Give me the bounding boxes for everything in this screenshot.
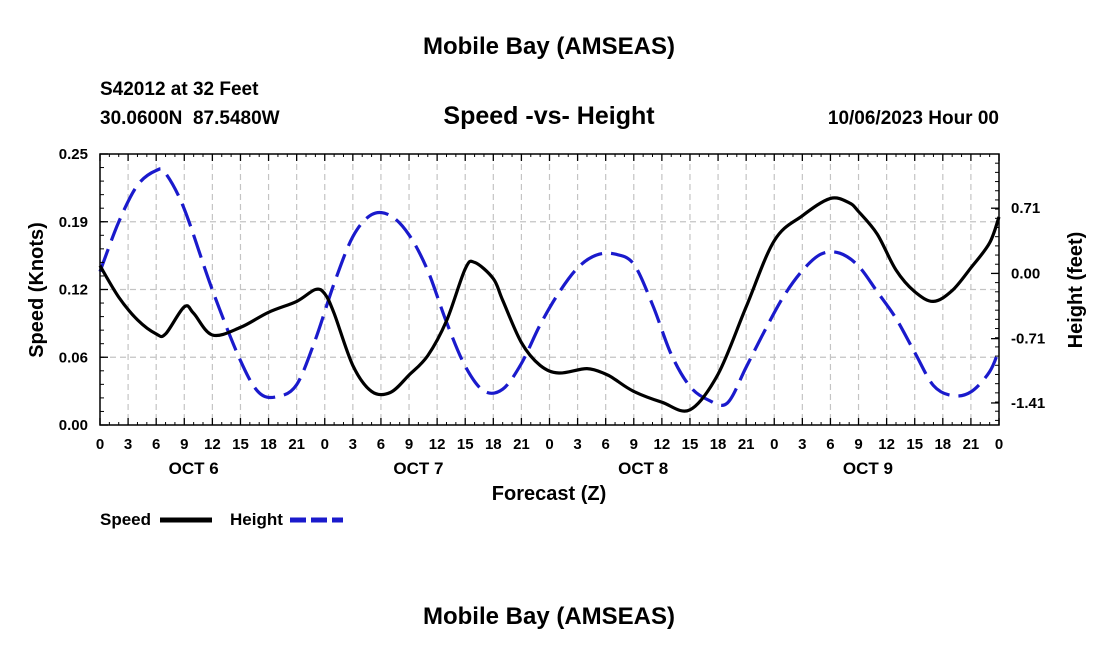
legend-speed-label: Speed xyxy=(100,510,151,529)
station-label: S42012 at 32 Feet xyxy=(100,79,259,100)
day-label: OCT 6 xyxy=(169,459,219,478)
x-tick-label: 3 xyxy=(124,436,132,453)
x-tick-label: 0 xyxy=(770,436,778,453)
x-tick-label: 12 xyxy=(654,436,671,453)
speed-series-line xyxy=(98,196,1001,413)
x-tick-label: 3 xyxy=(573,436,581,453)
x-tick-label: 18 xyxy=(260,436,277,453)
chart-title: Mobile Bay (AMSEAS) xyxy=(423,33,675,60)
y-left-tick-label: 0.19 xyxy=(59,214,88,231)
x-tick-label: 0 xyxy=(321,436,329,453)
y-left-tick-label: 0.00 xyxy=(59,417,88,434)
x-tick-label: 15 xyxy=(906,436,923,453)
y-axis-right-label: Height (feet) xyxy=(1065,232,1087,349)
day-label: OCT 9 xyxy=(843,459,893,478)
x-tick-label: 9 xyxy=(630,436,638,453)
tick-layer: 0 3 6 9 12 15 18 21 0 3 6 9 12 15 18 21 0 3 6 9 12 15 18 21 0 3 6 9… xyxy=(59,146,1045,478)
x-tick-label: 6 xyxy=(377,436,385,453)
x-tick-label: 0 xyxy=(995,436,1003,453)
x-tick-label: 21 xyxy=(963,436,980,453)
height-series-line xyxy=(98,167,1001,407)
y-axis-left-label: Speed (Knots) xyxy=(26,222,48,358)
y-left-tick-label: 0.25 xyxy=(59,146,88,163)
x-tick-label: 9 xyxy=(405,436,413,453)
y-left-tick-label: 0.06 xyxy=(59,349,88,366)
x-tick-label: 12 xyxy=(878,436,895,453)
x-tick-label: 18 xyxy=(934,436,951,453)
x-tick-label: 3 xyxy=(349,436,357,453)
x-axis-label: Forecast (Z) xyxy=(492,483,606,505)
x-tick-label: 0 xyxy=(545,436,553,453)
x-tick-label: 21 xyxy=(288,436,305,453)
run-time-label: 10/06/2023 Hour 00 xyxy=(828,108,999,129)
legend-height-label: Height xyxy=(230,510,283,529)
x-tick-label: 12 xyxy=(204,436,221,453)
x-tick-label: 21 xyxy=(513,436,530,453)
y-right-tick-label: -0.71 xyxy=(1011,331,1045,348)
x-tick-label: 0 xyxy=(96,436,104,453)
y-left-tick-label: 0.12 xyxy=(59,282,88,299)
x-tick-label: 18 xyxy=(710,436,727,453)
x-tick-label: 12 xyxy=(429,436,446,453)
x-tick-label: 3 xyxy=(798,436,806,453)
y-right-tick-label: 0.00 xyxy=(1011,265,1040,282)
x-tick-label: 15 xyxy=(457,436,474,453)
repeated-title: Mobile Bay (AMSEAS) xyxy=(423,603,675,630)
x-tick-label: 15 xyxy=(682,436,699,453)
x-tick-label: 6 xyxy=(602,436,610,453)
day-label: OCT 7 xyxy=(393,459,443,478)
y-right-tick-label: 0.71 xyxy=(1011,200,1040,217)
series-layer xyxy=(98,167,1001,413)
day-label: OCT 8 xyxy=(618,459,668,478)
legend: Speed Height xyxy=(100,510,343,529)
x-tick-label: 15 xyxy=(232,436,249,453)
y-right-tick-label: -1.41 xyxy=(1011,395,1045,412)
x-tick-label: 6 xyxy=(826,436,834,453)
x-tick-label: 9 xyxy=(854,436,862,453)
grid xyxy=(100,154,999,425)
location-label: 30.0600N 87.5480W xyxy=(100,108,280,129)
x-tick-label: 18 xyxy=(485,436,502,453)
chart-subtitle: Speed -vs- Height xyxy=(443,102,655,130)
x-tick-label: 6 xyxy=(152,436,160,453)
x-tick-label: 9 xyxy=(180,436,188,453)
x-tick-label: 21 xyxy=(738,436,755,453)
